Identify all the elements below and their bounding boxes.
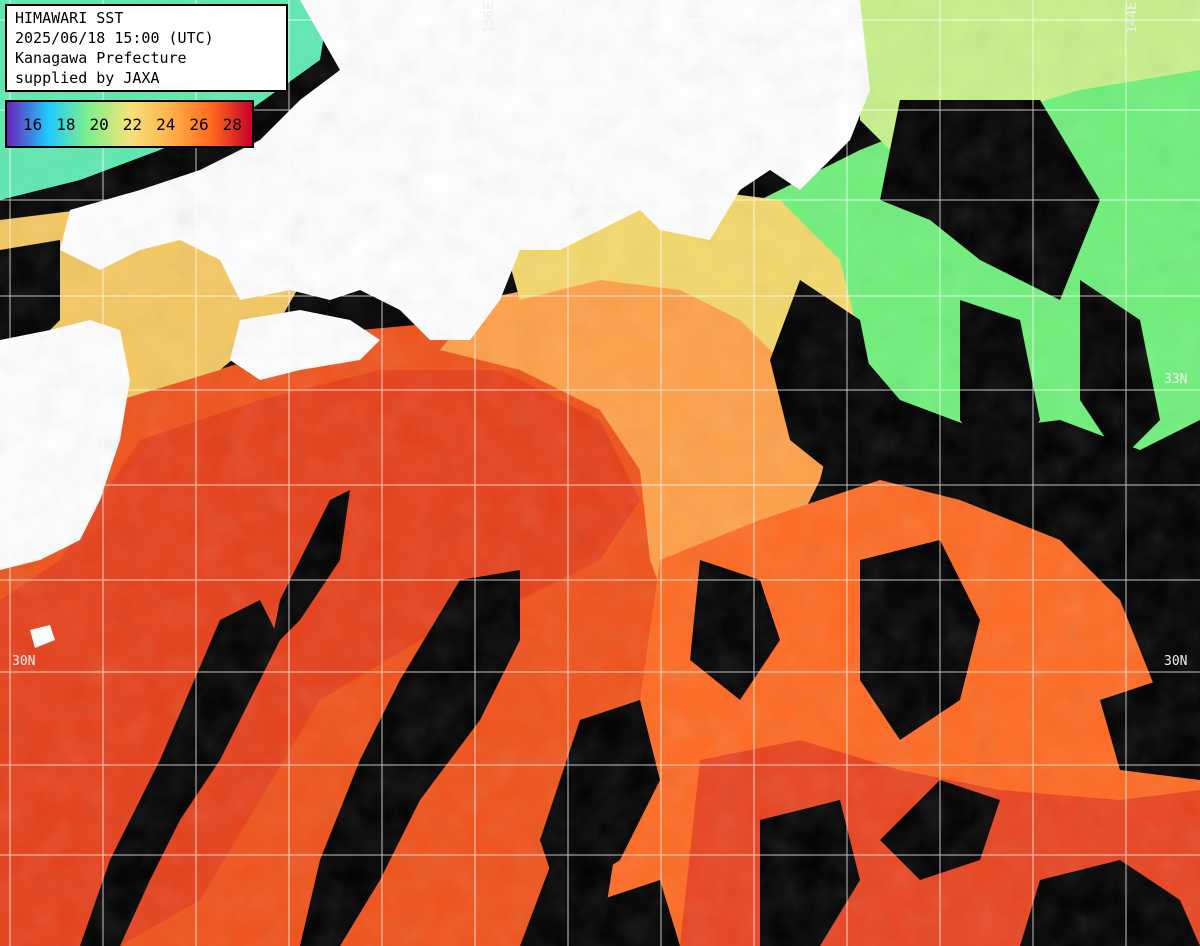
legend-tick-28: 28 <box>222 114 242 134</box>
legend-tick-20: 20 <box>89 114 109 134</box>
lat-label-30n-right: 30N <box>1164 654 1188 669</box>
legend-tick-18: 18 <box>56 114 76 134</box>
lat-label-33n-right: 33N <box>1164 372 1188 387</box>
lon-label-136e: 136E <box>482 2 497 34</box>
lon-label-144e: 144E <box>1125 2 1140 34</box>
legend-tick-16: 16 <box>23 114 43 134</box>
publisher: Kanagawa Prefecture <box>15 49 187 67</box>
product-title: HIMAWARI SST <box>15 9 124 27</box>
info-box: HIMAWARI SST 2025/06/18 15:00 (UTC) Kana… <box>5 4 288 92</box>
color-legend: 16 18 20 22 24 26 28 <box>5 100 254 148</box>
legend-gradient <box>7 102 252 146</box>
timestamp: 2025/06/18 15:00 (UTC) <box>15 29 214 47</box>
data-credit: supplied by JAXA <box>15 69 160 87</box>
lat-label-30n-left: 30N <box>12 654 36 669</box>
legend-tick-24: 24 <box>156 114 176 134</box>
legend-ticks: 16 18 20 22 24 26 28 <box>7 102 252 146</box>
legend-tick-26: 26 <box>189 114 209 134</box>
legend-tick-22: 22 <box>122 114 143 134</box>
